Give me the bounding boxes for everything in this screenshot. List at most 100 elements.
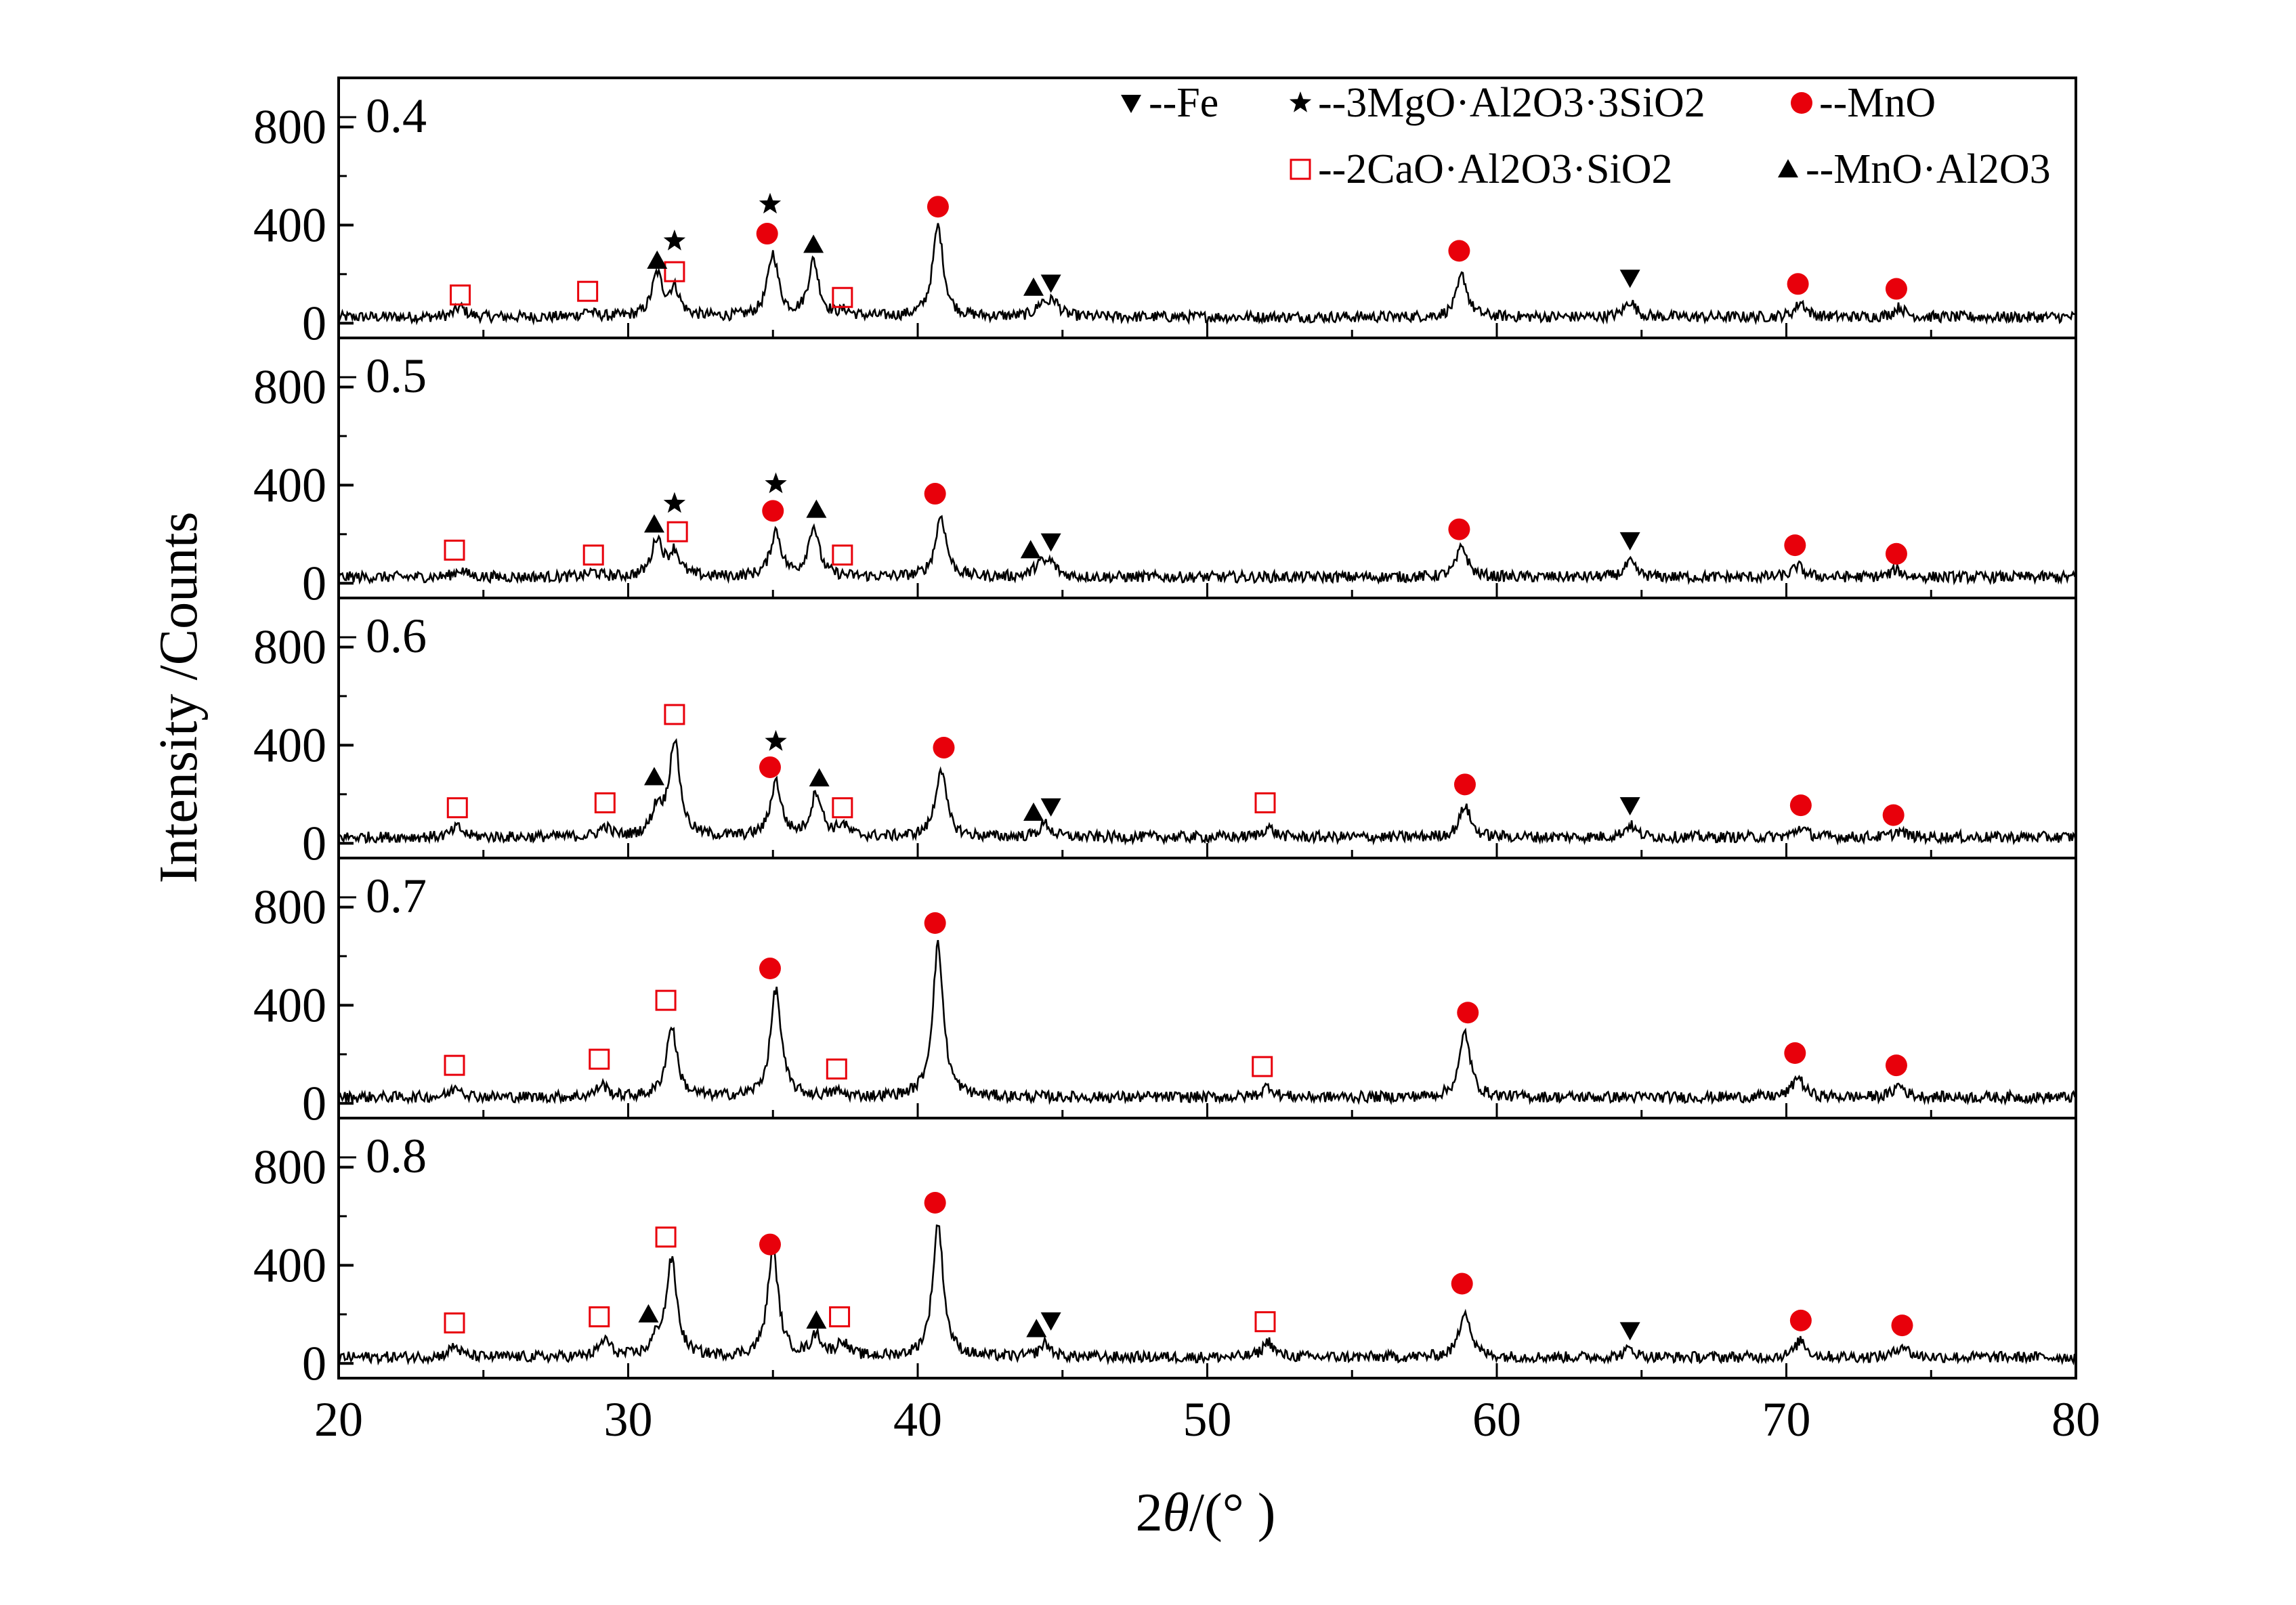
mno-marker bbox=[924, 1191, 946, 1214]
mno-marker bbox=[756, 223, 778, 245]
panel-0.7: 0 400 800 0.7 bbox=[253, 857, 2077, 1130]
mno-al2o3-marker bbox=[638, 1304, 659, 1323]
mno-marker bbox=[1453, 773, 1476, 796]
mgo-marker bbox=[765, 729, 787, 751]
spectrum-line-0.6 bbox=[338, 737, 2077, 846]
mno-marker bbox=[1457, 1002, 1479, 1024]
y-tick-label: 0 bbox=[302, 1336, 326, 1390]
panel-label: 0.6 bbox=[366, 609, 427, 663]
cas-marker bbox=[577, 280, 599, 302]
x-tick-label: 60 bbox=[1472, 1392, 1521, 1447]
cas-marker bbox=[832, 797, 853, 819]
fe-marker bbox=[1619, 1322, 1640, 1341]
mno-marker bbox=[1784, 534, 1806, 557]
mno-marker bbox=[1885, 542, 1907, 565]
panel-frame bbox=[337, 1117, 2077, 1379]
y-tick-label: 800 bbox=[253, 620, 326, 674]
mno-al2o3-marker bbox=[1026, 1319, 1047, 1338]
spectrum-line-0.7 bbox=[337, 939, 2077, 1106]
cas-marker bbox=[589, 1048, 610, 1070]
y-tick-label: 800 bbox=[253, 1140, 326, 1194]
panel-0.6: 0 400 800 0.6 bbox=[253, 597, 2077, 870]
x-tick-label: 20 bbox=[314, 1392, 363, 1447]
mno-al2o3-marker bbox=[809, 768, 830, 787]
cas-marker bbox=[1290, 158, 1311, 180]
cas-marker bbox=[1252, 1056, 1273, 1077]
cas-marker bbox=[589, 1306, 610, 1327]
mno-marker bbox=[924, 483, 946, 505]
panel-frame bbox=[337, 857, 2077, 1119]
mno-marker bbox=[1885, 278, 1907, 300]
panel-label: 0.4 bbox=[366, 89, 427, 143]
mgo-marker bbox=[663, 229, 686, 251]
mno-marker bbox=[1791, 92, 1812, 114]
x-tick-label: 50 bbox=[1183, 1392, 1232, 1447]
mno-marker bbox=[759, 1233, 781, 1256]
legend-entry-text: --Fe bbox=[1149, 80, 1218, 126]
mno-marker bbox=[1885, 1054, 1907, 1077]
fe-marker bbox=[1619, 270, 1640, 288]
mgo-marker bbox=[1289, 91, 1312, 112]
x-tick-label: 80 bbox=[2051, 1392, 2100, 1447]
fe-marker bbox=[1619, 532, 1640, 551]
mno-marker bbox=[1784, 1042, 1806, 1064]
cas-marker bbox=[1254, 1311, 1276, 1333]
panel-frame bbox=[337, 337, 2077, 599]
cas-marker bbox=[655, 1226, 677, 1248]
mno-al2o3-marker bbox=[806, 1310, 827, 1329]
mgo-marker bbox=[663, 492, 686, 513]
cas-marker bbox=[666, 521, 688, 542]
mno-marker bbox=[762, 500, 784, 522]
panel-label: 0.7 bbox=[366, 869, 427, 923]
panel-0.8: 0 400 800 0.8 bbox=[253, 1117, 2077, 1390]
y-tick-label: 0 bbox=[302, 816, 326, 870]
mno-al2o3-marker bbox=[647, 250, 668, 269]
mno-al2o3-marker bbox=[643, 514, 664, 533]
fe-marker bbox=[1121, 95, 1141, 113]
mno-marker bbox=[1891, 1314, 1913, 1337]
y-tick-label: 800 bbox=[253, 100, 326, 154]
y-tick-label: 800 bbox=[253, 360, 326, 414]
legend: --Fe --3MgO·Al2O3·3SiO2 --MnO --2CaO·Al2O3·… bbox=[1121, 80, 2051, 192]
fe-marker bbox=[1040, 274, 1061, 293]
cas-marker bbox=[832, 544, 853, 566]
cas-marker bbox=[444, 1054, 465, 1076]
mno-marker bbox=[924, 912, 946, 934]
cas-marker bbox=[664, 261, 685, 282]
y-tick-label: 400 bbox=[253, 1238, 326, 1292]
spectrum-line-0.8 bbox=[337, 1224, 2077, 1366]
mgo-marker bbox=[759, 192, 782, 214]
mno-marker bbox=[1789, 1309, 1812, 1331]
mno-al2o3-marker bbox=[1023, 802, 1044, 821]
panel-label: 0.5 bbox=[366, 349, 427, 403]
cas-marker bbox=[582, 544, 604, 566]
panel-0.5: 0 400 800 0.5 bbox=[253, 337, 2077, 610]
cas-marker bbox=[826, 1058, 847, 1080]
panel-0.4: 0 400 800 0.4 bbox=[253, 77, 2077, 350]
y-tick-label: 0 bbox=[302, 296, 326, 350]
y-tick-label: 0 bbox=[302, 556, 326, 610]
mno-al2o3-marker bbox=[803, 234, 824, 253]
spectrum-line-0.4 bbox=[337, 223, 2077, 326]
cas-marker bbox=[664, 704, 685, 725]
cas-marker bbox=[444, 1312, 465, 1333]
mno-marker bbox=[759, 756, 781, 778]
mno-al2o3-marker bbox=[1023, 277, 1044, 296]
mno-marker bbox=[1451, 1272, 1473, 1295]
mno-al2o3-marker bbox=[1778, 159, 1798, 177]
y-tick-label: 400 bbox=[253, 458, 326, 512]
legend-entry-text: --MnO bbox=[1819, 80, 1936, 126]
mno-marker bbox=[1882, 804, 1905, 826]
chart-panels: 0 400 800 0.4 0 400 800 0.5 0 400 800 0.6 0 400 800 0.7… bbox=[253, 77, 2077, 1390]
spectrum-line-0.5 bbox=[337, 515, 2077, 586]
x-axis-title: 2θ/(° ) bbox=[1136, 1483, 1276, 1543]
mno-marker bbox=[927, 196, 949, 218]
y-tick-label: 0 bbox=[302, 1076, 326, 1130]
x-axis: 20 30 40 50 60 70 80 bbox=[314, 1392, 2100, 1447]
panel-frame bbox=[337, 597, 2077, 859]
y-tick-label: 800 bbox=[253, 880, 326, 934]
mgo-marker bbox=[765, 472, 787, 494]
cas-marker bbox=[450, 284, 471, 306]
fe-marker bbox=[1040, 798, 1061, 817]
x-axis-title-suffix: /(° ) bbox=[1189, 1483, 1276, 1543]
